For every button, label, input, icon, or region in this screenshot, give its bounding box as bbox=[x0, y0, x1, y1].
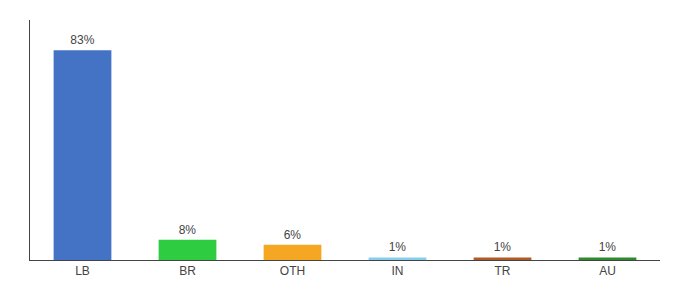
svg-text:TR: TR bbox=[495, 264, 511, 278]
svg-text:6%: 6% bbox=[284, 228, 302, 242]
svg-text:IN: IN bbox=[392, 264, 404, 278]
svg-text:LB: LB bbox=[75, 264, 90, 278]
svg-text:AU: AU bbox=[599, 264, 616, 278]
svg-text:BR: BR bbox=[179, 264, 196, 278]
svg-text:1%: 1% bbox=[389, 240, 407, 254]
svg-text:1%: 1% bbox=[599, 240, 617, 254]
svg-text:83%: 83% bbox=[70, 33, 94, 47]
svg-text:1%: 1% bbox=[494, 240, 512, 254]
svg-text:8%: 8% bbox=[179, 223, 197, 237]
svg-text:OTH: OTH bbox=[280, 264, 305, 278]
